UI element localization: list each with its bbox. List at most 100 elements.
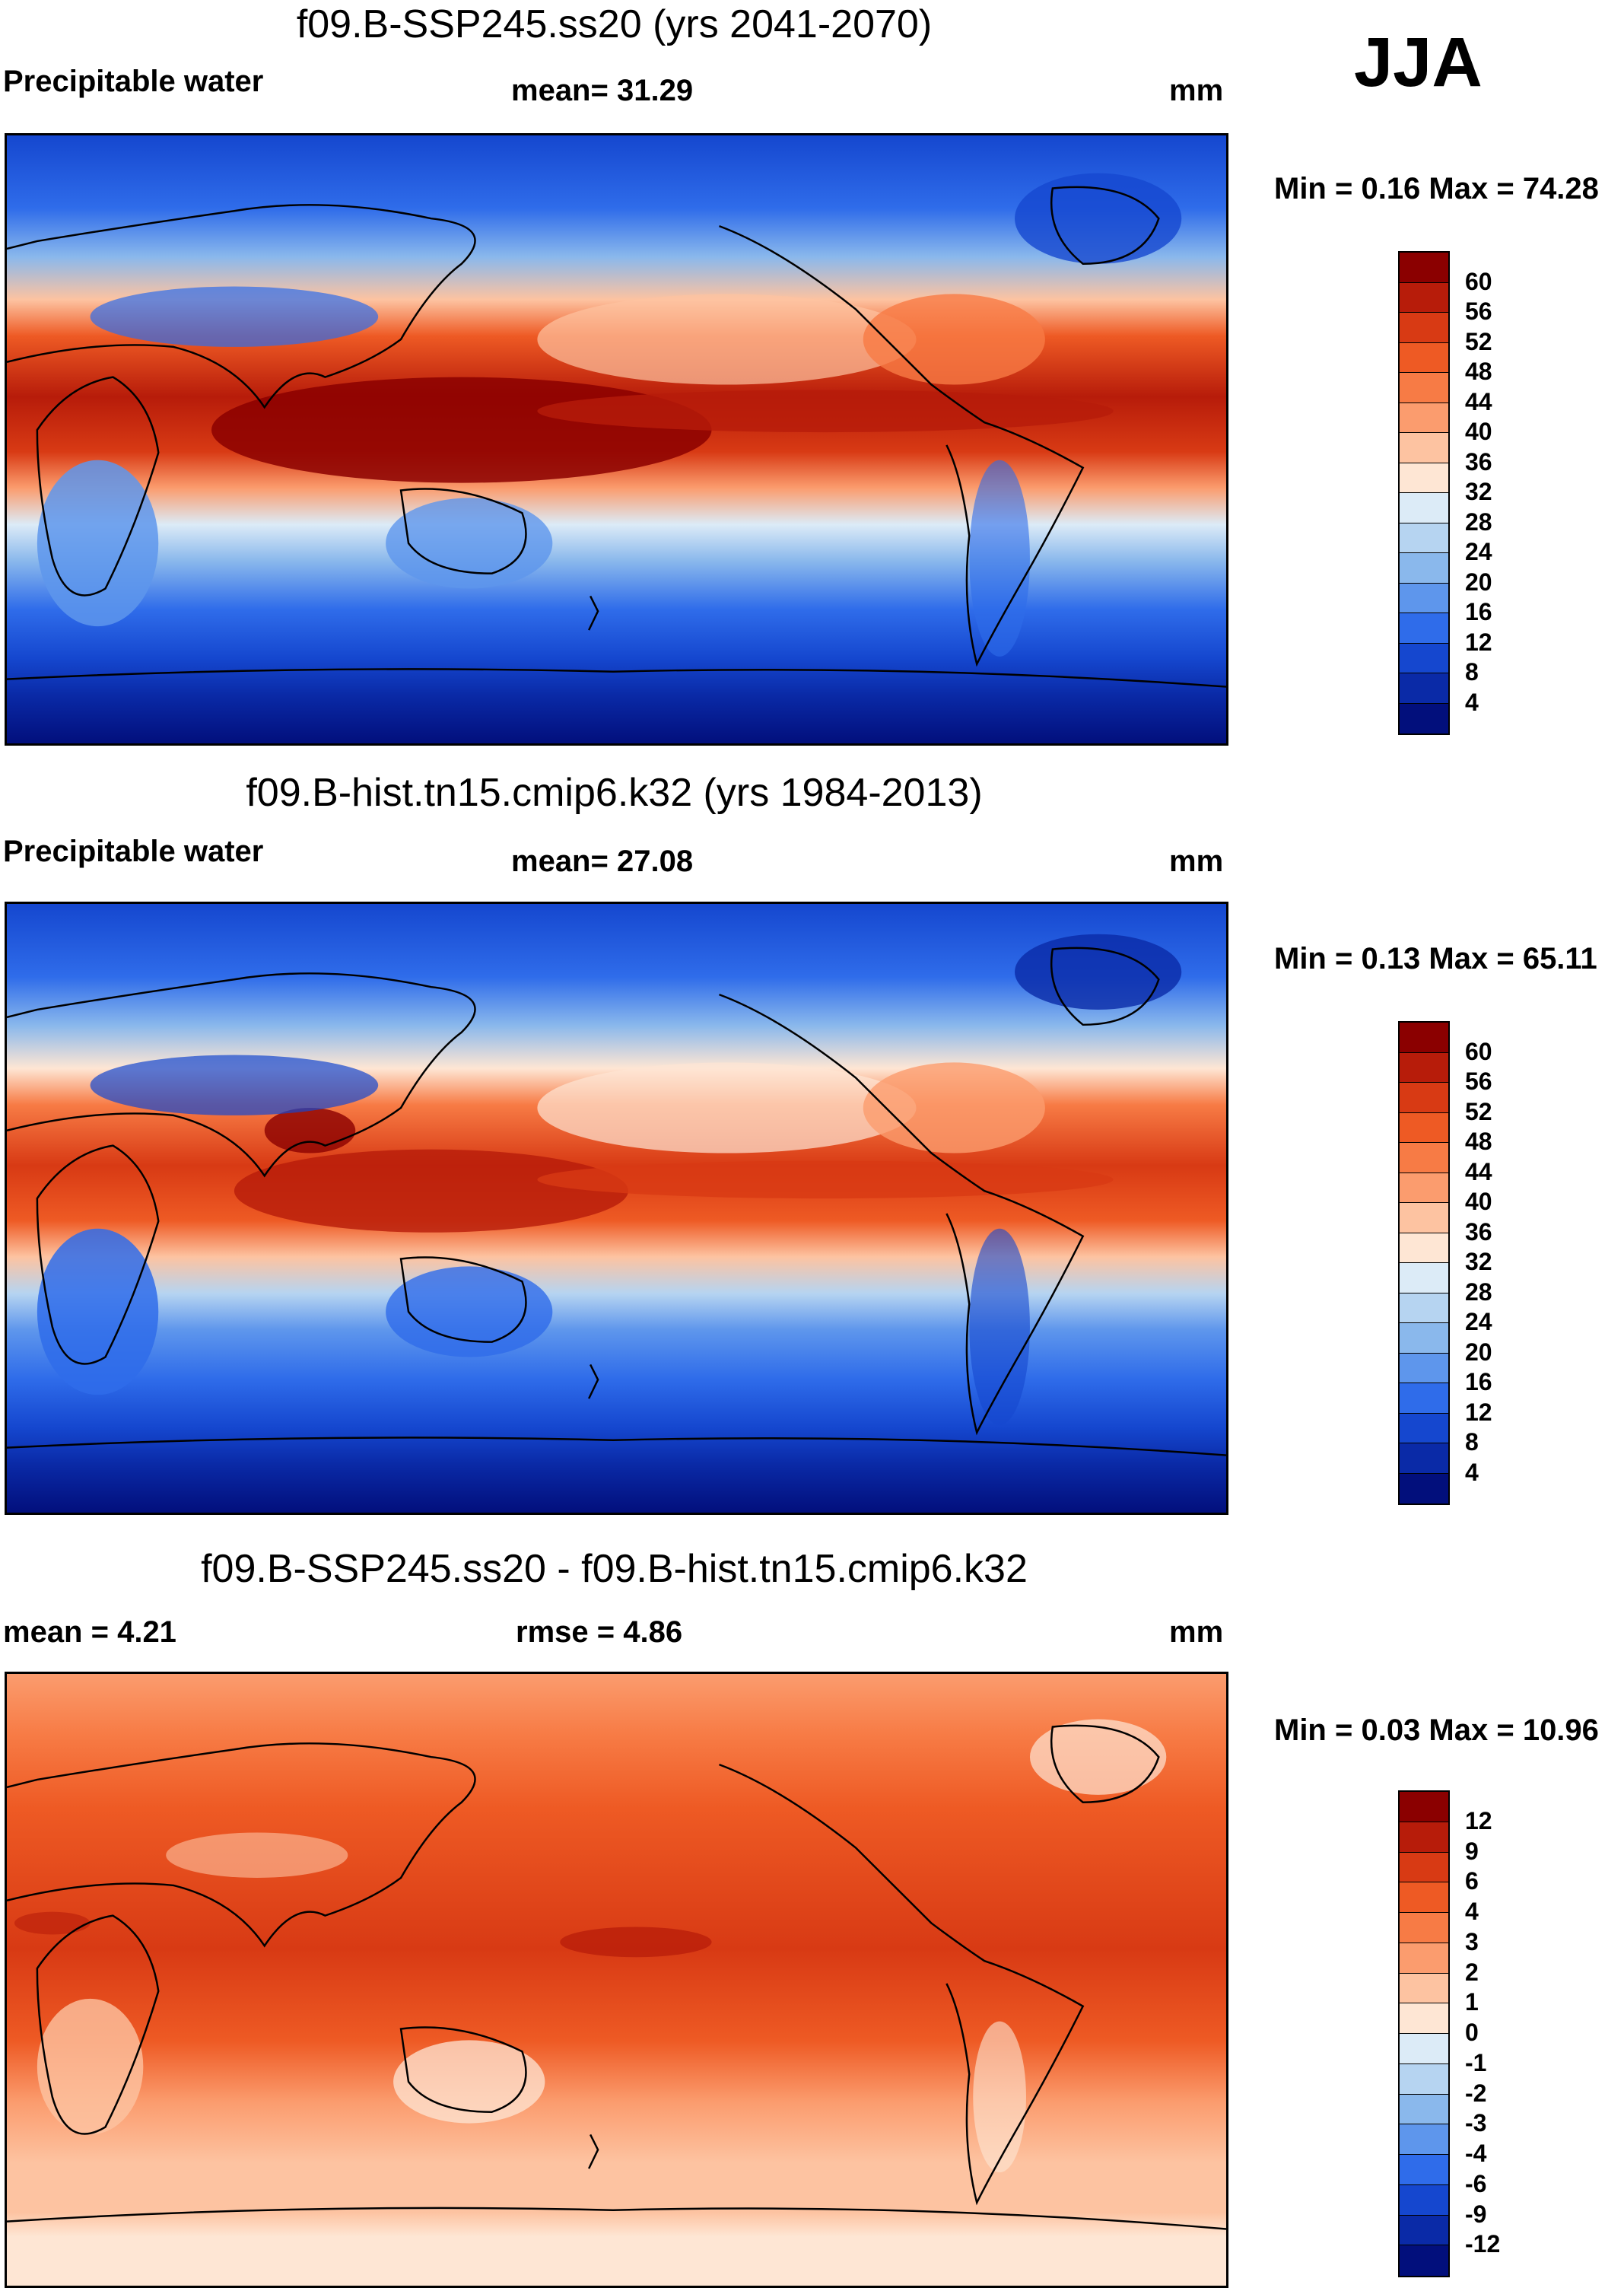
colorbar-tick-label: 60 bbox=[1465, 267, 1492, 295]
minmax-label: Min = 0.13 Max = 65.11 bbox=[1274, 942, 1597, 975]
colorbar-tick-label: 9 bbox=[1465, 1837, 1479, 1865]
colorbar-swatch bbox=[1400, 1413, 1448, 1443]
colorbar-tick-label: 16 bbox=[1465, 1368, 1492, 1395]
colorbar-swatch bbox=[1400, 1203, 1448, 1233]
colorbar-swatch bbox=[1400, 1822, 1448, 1853]
colorbar-tick-label: 4 bbox=[1465, 1898, 1479, 1925]
map-future bbox=[5, 133, 1228, 746]
map-difference bbox=[5, 1672, 1228, 2288]
colorbar-tick-label: 40 bbox=[1465, 1188, 1492, 1215]
colorbar-swatch bbox=[1400, 703, 1448, 733]
colorbar-tick-label: 4 bbox=[1465, 688, 1479, 716]
colorbar-tick-label: 12 bbox=[1465, 1806, 1492, 1834]
colorbar-tick-label: 12 bbox=[1465, 1398, 1492, 1426]
colorbar-swatch bbox=[1400, 493, 1448, 523]
colorbar-tick-label: 48 bbox=[1465, 358, 1492, 385]
precipitable-water-map bbox=[7, 135, 1226, 743]
colorbar-tick-label: 52 bbox=[1465, 327, 1492, 355]
colorbar-swatch bbox=[1400, 1083, 1448, 1113]
minmax-label: Min = 0.16 Max = 74.28 bbox=[1274, 172, 1599, 205]
colorbar-tick-label: 20 bbox=[1465, 568, 1492, 596]
colorbar-tick-label: 28 bbox=[1465, 508, 1492, 536]
colorbar-swatch bbox=[1400, 1323, 1448, 1354]
colorbar-swatch bbox=[1400, 1112, 1448, 1143]
colorbar-tick-label: 44 bbox=[1465, 1157, 1492, 1185]
colorbar-swatch bbox=[1400, 373, 1448, 403]
colorbar-swatch bbox=[1400, 463, 1448, 493]
colorbar-tick-label: -6 bbox=[1465, 2169, 1487, 2197]
colorbar-swatch bbox=[1400, 553, 1448, 584]
colorbar-swatch bbox=[1400, 1143, 1448, 1173]
colorbar-tick-label: 40 bbox=[1465, 418, 1492, 445]
units-label: mm bbox=[1169, 845, 1224, 878]
colorbar-tick-label: 36 bbox=[1465, 447, 1492, 476]
colorbar-future bbox=[1398, 251, 1450, 735]
precipitable-water-difference-map bbox=[7, 1674, 1226, 2286]
colorbar-historical bbox=[1398, 1021, 1450, 1505]
colorbar-swatch bbox=[1400, 613, 1448, 644]
colorbar-tick-label: 20 bbox=[1465, 1338, 1492, 1366]
variable-label: Precipitable water bbox=[3, 835, 264, 868]
colorbar-swatch bbox=[1400, 2245, 1448, 2276]
colorbar-swatch bbox=[1400, 2063, 1448, 2095]
colorbar-swatch bbox=[1400, 1943, 1448, 1974]
colorbar-swatch bbox=[1400, 1293, 1448, 1323]
colorbar-tick-label: -1 bbox=[1465, 2048, 1487, 2076]
map-historical bbox=[5, 902, 1228, 1515]
colorbar-swatch bbox=[1400, 1383, 1448, 1414]
colorbar-tick-label: 24 bbox=[1465, 538, 1492, 565]
colorbar-tick-label: -2 bbox=[1465, 2079, 1487, 2107]
colorbar-tick-label: 56 bbox=[1465, 298, 1492, 325]
colorbar-swatch bbox=[1400, 1023, 1448, 1053]
colorbar-tick-label: 8 bbox=[1465, 658, 1479, 686]
colorbar-tick-label: 4 bbox=[1465, 1458, 1479, 1486]
colorbar-swatch bbox=[1400, 403, 1448, 433]
colorbar-swatch bbox=[1400, 523, 1448, 553]
colorbar-swatch bbox=[1400, 1233, 1448, 1263]
colorbar-tick-label: 52 bbox=[1465, 1097, 1492, 1125]
colorbar-swatch bbox=[1400, 2155, 1448, 2185]
colorbar-swatch bbox=[1400, 1913, 1448, 1943]
colorbar-swatch bbox=[1400, 1173, 1448, 1203]
colorbar-tick-label: 2 bbox=[1465, 1958, 1479, 1986]
variable-label: Precipitable water bbox=[3, 65, 264, 98]
colorbar-tick-label: 6 bbox=[1465, 1867, 1479, 1895]
colorbar-swatch bbox=[1400, 1263, 1448, 1293]
panel-title: f09.B-SSP245.ss20 (yrs 2041-2070) bbox=[296, 2, 933, 46]
colorbar-tick-label: 8 bbox=[1465, 1428, 1479, 1456]
colorbar-tick-label: 60 bbox=[1465, 1037, 1492, 1065]
colorbar-swatch bbox=[1400, 1052, 1448, 1083]
colorbar-tick-label: 12 bbox=[1465, 628, 1492, 656]
colorbar-tick-label: 48 bbox=[1465, 1128, 1492, 1155]
season-label: JJA bbox=[1354, 24, 1483, 101]
colorbar-swatch bbox=[1400, 433, 1448, 463]
colorbar-swatch bbox=[1400, 1443, 1448, 1474]
units-label: mm bbox=[1169, 1615, 1224, 1649]
panel-title: f09.B-hist.tn15.cmip6.k32 (yrs 1984-2013… bbox=[246, 771, 983, 815]
colorbar-tick-label: -4 bbox=[1465, 2140, 1487, 2167]
colorbar-swatch bbox=[1400, 313, 1448, 343]
colorbar-swatch bbox=[1400, 1882, 1448, 1913]
colorbar-tick-label: 1 bbox=[1465, 1988, 1479, 2016]
colorbar-tick-label: 36 bbox=[1465, 1217, 1492, 1246]
colorbar-tick-label: 3 bbox=[1465, 1927, 1479, 1955]
colorbar-swatch bbox=[1400, 1473, 1448, 1503]
colorbar-swatch bbox=[1400, 282, 1448, 313]
colorbar-tick-label: 0 bbox=[1465, 2019, 1479, 2046]
mean-label: mean = 4.21 bbox=[3, 1615, 176, 1649]
colorbar-swatch bbox=[1400, 2094, 1448, 2125]
colorbar-swatch bbox=[1400, 253, 1448, 283]
colorbar-tick-label: 32 bbox=[1465, 478, 1492, 505]
colorbar-swatch bbox=[1400, 1353, 1448, 1383]
colorbar-swatch bbox=[1400, 2215, 1448, 2246]
colorbar-tick-label: 16 bbox=[1465, 598, 1492, 625]
colorbar-swatch bbox=[1400, 673, 1448, 704]
minmax-label: Min = 0.03 Max = 10.96 bbox=[1274, 1713, 1599, 1747]
colorbar-tick-label: 32 bbox=[1465, 1248, 1492, 1275]
colorbar-tick-label: -9 bbox=[1465, 2200, 1487, 2228]
colorbar-tick-label: 44 bbox=[1465, 387, 1492, 415]
rmse-label: rmse = 4.86 bbox=[516, 1615, 683, 1649]
colorbar-difference bbox=[1398, 1790, 1450, 2277]
precipitable-water-map bbox=[7, 904, 1226, 1513]
colorbar-swatch bbox=[1400, 2003, 1448, 2034]
